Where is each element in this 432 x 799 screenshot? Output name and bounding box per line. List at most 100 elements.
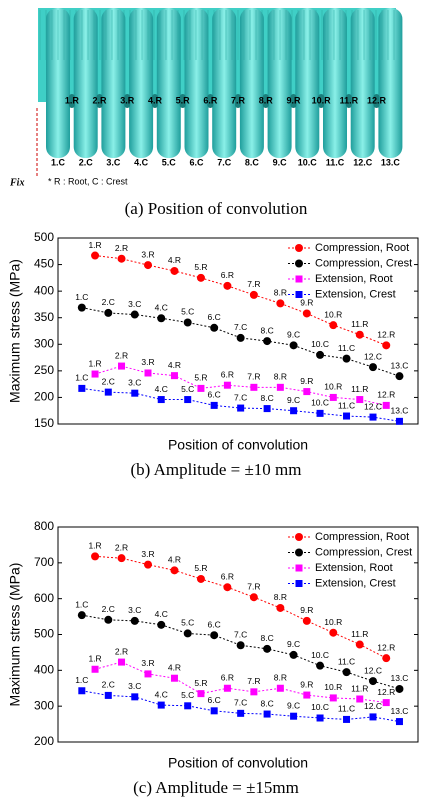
point [183,629,192,638]
point-label: 3.C [128,377,141,387]
point-label: 4.R [168,360,181,370]
root-label: 11.R [340,95,359,105]
point [118,362,126,370]
convolution-tube [73,8,98,158]
legend-label: Compression, Root [315,531,409,543]
point-label: 3.C [128,299,141,309]
point [343,715,351,723]
point [316,661,325,670]
point-label: 10.C [311,398,329,408]
root-shadow [179,94,186,108]
point-label: 9.C [287,639,300,649]
legend-marker [295,564,303,572]
y-tick-label: 400 [34,663,54,677]
point [144,560,152,569]
point [210,401,218,409]
point-label: 1.R [88,240,101,250]
point-label: 2.C [102,680,115,690]
point [276,383,284,391]
point [130,616,139,625]
point-label: 1.C [75,675,88,685]
point-label: 11.R [351,683,368,693]
point-label: 3.R [141,549,154,559]
series-line [94,365,387,406]
point [289,650,298,659]
point-label: 2.R [115,542,128,552]
point [78,687,86,695]
legend-label: Extension, Root [315,273,393,285]
y-tick-label: 350 [34,310,54,324]
crest-label: 1.C [51,157,66,167]
crest-label: 5.C [162,157,177,167]
convolution-tube [350,8,375,158]
legend-label: Compression, Root [315,242,409,254]
point [104,691,112,699]
point-label: 9.R [300,605,313,615]
point-label: 8.C [261,393,274,403]
point-label: 6.C [208,619,221,629]
point-label: 1.R [88,654,101,664]
point-label: 1.C [75,373,88,383]
point [170,674,178,682]
point [157,396,165,404]
point [210,323,219,332]
point [276,684,284,692]
point [395,417,403,425]
point [302,616,311,625]
point [117,554,126,563]
point-label: 3.C [128,681,141,691]
point-label: 8.C [261,325,274,335]
point-label: 5.C [181,690,194,700]
point-label: 10.R [324,382,342,392]
point-label: 6.C [208,390,221,400]
point-label: 9.R [300,298,313,308]
point-label: 3.R [141,249,154,259]
point-label: 7.C [234,322,247,332]
caption: (c) Amplitude = ±15mm [133,778,299,797]
crest-label: 6.C [189,157,204,167]
root-shadow [235,94,242,108]
crest-label: 3.C [106,157,121,167]
point [237,709,245,717]
point-label: 13.C [390,706,408,716]
point [197,690,205,698]
plot-frame [57,237,419,425]
point-label: 10.R [324,682,342,692]
point [223,381,231,389]
root-label: 1.R [65,95,80,105]
point-label: 2.C [102,297,115,307]
point-label: 4.R [168,255,181,265]
point [223,281,232,290]
point-label: 12.R [377,390,395,400]
point [250,383,258,391]
root-label: 3.R [120,95,135,105]
point-label: 5.C [181,307,194,317]
point [369,713,377,721]
y-axis-label: Maximum stress (MPa) [7,563,23,707]
crest-label: 2.C [79,157,94,167]
point [316,409,324,417]
point [290,712,298,720]
point [196,273,205,282]
y-tick-label: 700 [34,555,54,569]
point [236,641,245,650]
series-line [81,614,400,690]
point [263,644,272,653]
y-tick-label: 250 [34,363,54,377]
point-label: 9.R [300,679,313,689]
point [104,388,112,396]
series-line [94,255,387,346]
point-label: 6.C [208,695,221,705]
point [249,593,258,602]
legend-label: Extension, Crest [315,288,396,300]
point-label: 2.C [102,604,115,614]
fix-label: Fix [9,177,24,188]
point-label: 11.C [338,400,355,410]
point-label: 2.R [115,646,128,656]
x-axis-label: Position of convolution [168,437,308,453]
legend-label: Compression, Crest [315,257,412,269]
point [210,707,218,715]
point [184,702,192,710]
root-label: 9.R [286,95,301,105]
point-label: 9.C [287,330,300,340]
